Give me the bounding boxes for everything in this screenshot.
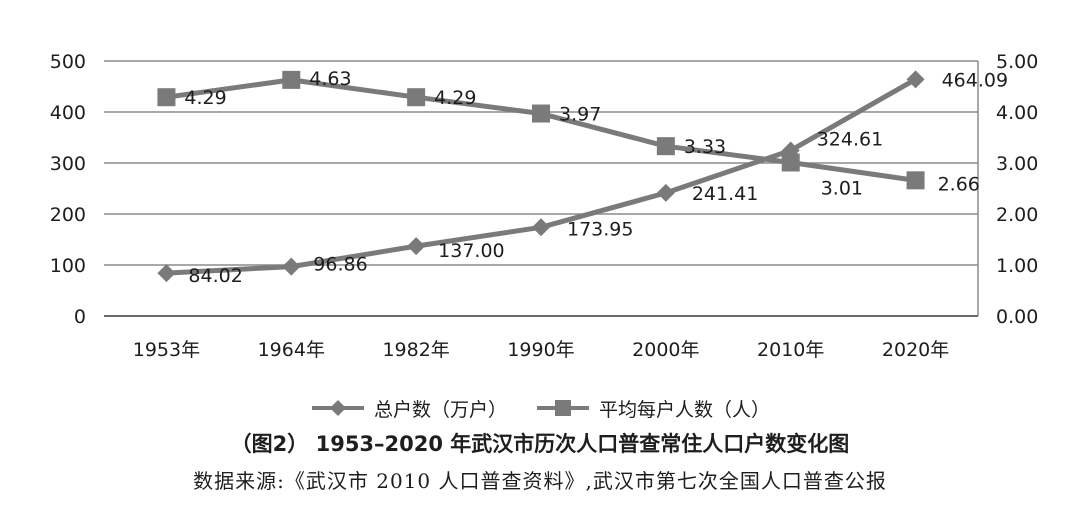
x-tick-label: 1953年	[133, 339, 200, 361]
y-axis-right: 0.00 1.00 2.00 3.00 4.00 5.00	[977, 51, 1038, 328]
data-point-square	[781, 153, 800, 172]
legend-label-avg-size: 平均每户人数（人）	[599, 398, 771, 421]
y-left-tick-label: 0	[74, 306, 86, 328]
y-axis-left: 0 100 200 300 400 500	[50, 51, 86, 328]
data-point-diamond	[532, 218, 550, 237]
data-label: 84.02	[188, 265, 242, 287]
data-point-square	[906, 171, 925, 190]
y-left-tick-label: 100	[50, 255, 86, 277]
legend-label-households: 总户数（万户）	[373, 398, 507, 421]
x-tick-label: 1990年	[507, 339, 574, 361]
data-point-diamond	[407, 237, 426, 256]
y-right-tick-label: 5.00	[996, 51, 1038, 73]
data-point-diamond	[157, 264, 176, 283]
y-right-tick-label: 1.00	[996, 255, 1038, 277]
line-chart: 0 100 200 300 400 500 0.00 1.00 2.00 3.00 4.00 5.0…	[50, 51, 1039, 361]
data-point-square	[532, 104, 550, 123]
data-label: 464.09	[942, 69, 1008, 91]
x-tick-label: 1964年	[258, 339, 325, 361]
data-label: 4.29	[184, 87, 226, 109]
series-layer: 84.02 96.86 137.00 173.95 241.41 324.61 464.09…	[157, 68, 1008, 287]
legend-item-households: 总户数（万户）	[310, 395, 507, 422]
data-point-diamond	[282, 257, 301, 276]
x-tick-label: 2020年	[882, 339, 949, 361]
y-right-tick-label: 3.00	[996, 153, 1038, 175]
chart-title: （图2） 1953–2020 年武汉市历次人口普查常住人口户数变化图	[230, 432, 850, 456]
data-label: 96.86	[313, 254, 367, 276]
data-point-square	[157, 88, 176, 107]
data-label: 4.29	[434, 87, 476, 109]
data-label: 3.33	[684, 136, 726, 158]
y-right-tick-label: 2.00	[996, 204, 1038, 226]
x-tick-label: 2010年	[757, 339, 824, 361]
y-right-tick-label: 0.00	[996, 306, 1038, 328]
data-point-diamond	[656, 183, 675, 202]
data-label: 173.95	[567, 218, 633, 240]
square-marker-icon	[537, 400, 589, 416]
data-point-square	[656, 137, 675, 156]
diamond-marker-icon	[311, 400, 364, 416]
data-point-square	[407, 88, 426, 107]
series-line	[166, 77, 916, 183]
data-label: 2.66	[938, 173, 980, 195]
data-label: 3.97	[559, 104, 601, 126]
data-point-square	[282, 70, 301, 89]
data-point-diamond	[906, 70, 925, 89]
data-label: 3.01	[821, 177, 863, 199]
y-left-tick-label: 500	[50, 51, 86, 73]
x-tick-label: 1982年	[382, 339, 449, 361]
data-label: 137.00	[438, 240, 504, 262]
x-axis: 1953年 1964年 1982年 1990年 2000年 2010年 2020年	[104, 315, 978, 361]
legend: 总户数（万户） 平均每户人数（人）	[0, 391, 1080, 425]
chart-source: 数据来源:《武汉市 2010 人口普查资料》,武汉市第七次全国人口普查公报	[193, 469, 887, 493]
y-left-tick-label: 300	[50, 153, 86, 175]
y-right-tick-label: 4.00	[996, 102, 1038, 124]
y-left-tick-label: 200	[50, 204, 86, 226]
y-left-tick-label: 400	[50, 102, 86, 124]
data-label: 241.41	[692, 183, 758, 205]
data-label: 4.63	[309, 68, 351, 90]
legend-item-avg-size: 平均每户人数（人）	[535, 395, 770, 422]
x-tick-label: 2000年	[632, 339, 699, 361]
data-label: 324.61	[817, 128, 883, 150]
